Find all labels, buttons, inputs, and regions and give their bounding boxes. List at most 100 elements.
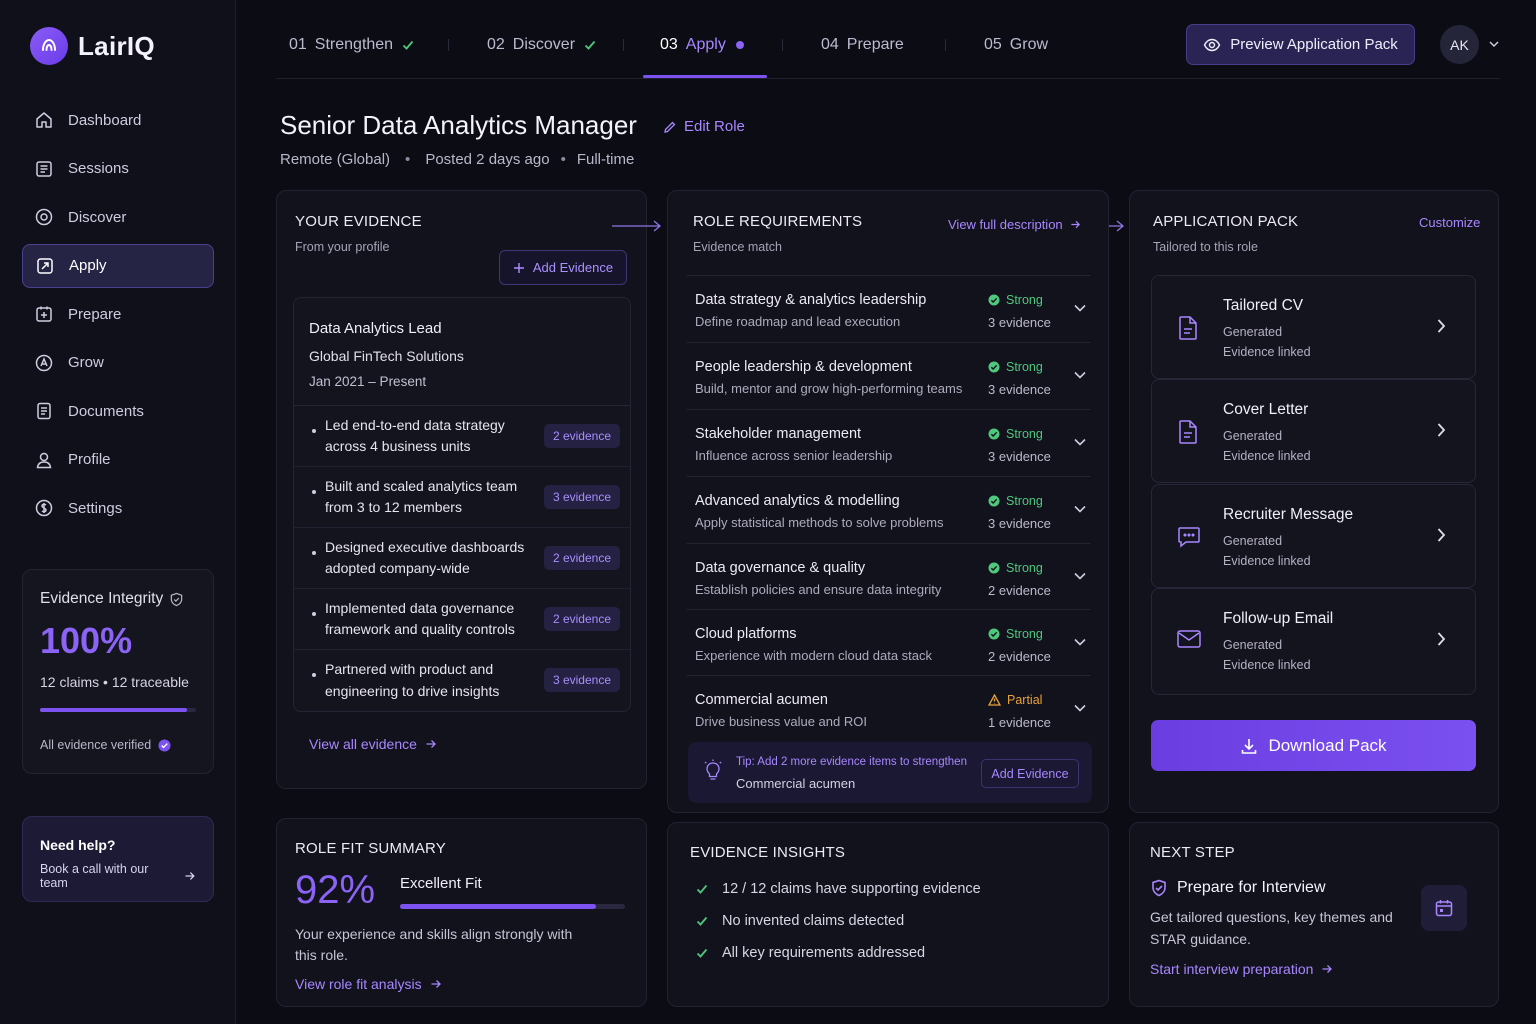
shield-check-icon — [1152, 879, 1166, 897]
requirement-count: 2 evidence — [988, 649, 1051, 664]
step-apply[interactable]: 03 Apply — [660, 36, 744, 54]
view-full-description-link[interactable]: View full description — [948, 217, 1081, 232]
sidebar-item-grow[interactable]: Grow — [22, 341, 214, 385]
requirement-row[interactable]: Data strategy & analytics leadership Def… — [687, 275, 1091, 342]
sidebar-item-label: Apply — [69, 257, 107, 274]
add-evidence-button[interactable]: Add Evidence — [499, 250, 627, 285]
sidebar: LairIQ Dashboard Sessions Discover Apply… — [0, 0, 236, 1024]
pack-item-recruiter-message[interactable]: Recruiter Message Generated Evidence lin… — [1151, 484, 1476, 588]
customize-link[interactable]: Customize — [1419, 215, 1481, 230]
download-icon — [1242, 738, 1257, 754]
sidebar-item-apply[interactable]: Apply — [22, 243, 214, 288]
calendar-icon — [1435, 900, 1453, 917]
chevron-down-icon[interactable] — [1073, 437, 1087, 447]
edit-role-button[interactable]: Edit Role — [663, 118, 745, 135]
insight-item: 12 / 12 claims have supporting evidence — [695, 881, 981, 897]
logo[interactable]: LairIQ — [30, 27, 155, 65]
chevron-down-icon[interactable] — [1073, 303, 1087, 313]
help-card[interactable]: Need help? Book a call with our team — [22, 816, 214, 902]
chevron-down-icon[interactable] — [1073, 571, 1087, 581]
evidence-badge[interactable]: 3 evidence — [543, 668, 620, 692]
pack-item-tailored-cv[interactable]: Tailored CV Generated Evidence linked — [1151, 275, 1476, 379]
arrow-right-icon — [426, 740, 436, 748]
insight-text: All key requirements addressed — [722, 945, 926, 961]
help-link[interactable]: Book a call with our team — [40, 862, 149, 890]
integrity-verified-text: All evidence verified — [40, 738, 152, 752]
view-all-evidence-link[interactable]: View all evidence — [309, 736, 437, 752]
step-strengthen[interactable]: 01 Strengthen — [289, 36, 415, 54]
step-number: 03 — [660, 36, 678, 53]
role-location: Remote (Global) — [280, 151, 391, 168]
requirement-row[interactable]: People leadership & development Build, m… — [687, 342, 1091, 409]
document-icon — [37, 402, 51, 420]
requirement-row[interactable]: Stakeholder management Influence across … — [687, 409, 1091, 476]
view-role-fit-link[interactable]: View role fit analysis — [295, 976, 442, 992]
avatar[interactable]: AK — [1440, 25, 1479, 64]
requirement-row[interactable]: Commercial acumen Drive business value a… — [687, 675, 1091, 742]
role-fit-card — [276, 818, 647, 1007]
evidence-badge[interactable]: 2 evidence — [543, 424, 620, 448]
edit-role-label: Edit Role — [684, 118, 745, 135]
active-dot-icon — [735, 41, 744, 49]
list-item[interactable]: Led end-to-end data strategy across 4 bu… — [294, 406, 630, 467]
step-separator — [448, 39, 449, 51]
step-discover[interactable]: 02 Discover — [487, 36, 597, 54]
list-item[interactable]: Partnered with product and engineering t… — [294, 650, 630, 711]
evidence-badge[interactable]: 2 evidence — [543, 607, 620, 631]
list-item[interactable]: Designed executive dashboards adopted co… — [294, 528, 630, 589]
logo-icon — [30, 27, 68, 65]
sidebar-item-label: Prepare — [68, 305, 122, 323]
calendar-button[interactable] — [1421, 885, 1467, 931]
pack-item-follow-up-email[interactable]: Follow-up Email Generated Evidence linke… — [1151, 588, 1476, 695]
sidebar-item-dashboard[interactable]: Dashboard — [22, 98, 214, 142]
list-item[interactable]: Built and scaled analytics team from 3 t… — [294, 467, 630, 528]
job-company: Global FinTech Solutions — [309, 348, 464, 364]
pack-item-status: Generated — [1223, 429, 1283, 443]
evidence-subtitle: From your profile — [295, 240, 390, 254]
chevron-down-icon[interactable] — [1073, 370, 1087, 380]
requirement-row[interactable]: Advanced analytics & modelling Apply sta… — [687, 476, 1091, 543]
sidebar-item-settings[interactable]: Settings — [22, 486, 214, 530]
pencil-icon — [664, 121, 676, 133]
requirement-row[interactable]: Cloud platforms Experience with modern c… — [687, 609, 1091, 676]
chevron-down-icon[interactable] — [1073, 504, 1087, 514]
evidence-badge[interactable]: 3 evidence — [543, 485, 620, 509]
requirement-count: 3 evidence — [988, 382, 1051, 397]
role-type: Full-time — [576, 151, 635, 168]
chevron-down-icon[interactable] — [1488, 39, 1500, 49]
evidence-badge[interactable]: 2 evidence — [543, 546, 620, 570]
requirement-name: Cloud platforms — [695, 626, 797, 642]
active-step-indicator — [643, 75, 767, 78]
step-prepare[interactable]: 04 Prepare — [821, 36, 904, 54]
sidebar-item-profile[interactable]: Profile — [22, 438, 214, 482]
achievement-text: framework and quality controls — [325, 621, 515, 637]
tip-requirement: Commercial acumen — [736, 776, 856, 791]
preview-application-pack-button[interactable]: Preview Application Pack — [1186, 24, 1415, 65]
fit-label: Excellent Fit — [400, 875, 482, 892]
requirement-count: 3 evidence — [988, 449, 1051, 464]
achievement-text: Implemented data governance — [325, 599, 515, 616]
sidebar-item-discover[interactable]: Discover — [22, 195, 214, 239]
sidebar-item-sessions[interactable]: Sessions — [22, 147, 214, 191]
fit-progress-bar — [400, 904, 625, 909]
list-item[interactable]: Implemented data governance framework an… — [294, 589, 630, 650]
requirement-status: Strong — [1006, 427, 1043, 441]
step-grow[interactable]: 05 Grow — [984, 36, 1048, 54]
connector-arrow-icon — [612, 220, 662, 232]
pack-item-cover-letter[interactable]: Cover Letter Generated Evidence linked — [1151, 379, 1476, 483]
requirement-row[interactable]: Data governance & quality Establish poli… — [687, 543, 1091, 610]
fit-description: Your experience and skills align strongl… — [295, 926, 573, 963]
requirement-status: Strong — [1006, 494, 1043, 508]
download-pack-button[interactable]: Download Pack — [1151, 720, 1476, 771]
chevron-down-icon[interactable] — [1073, 637, 1087, 647]
requirement-name: Data governance & quality — [695, 560, 866, 576]
integrity-claims: 12 claims — [40, 674, 100, 690]
sidebar-item-prepare[interactable]: Prepare — [22, 292, 214, 336]
requirement-count: 3 evidence — [988, 315, 1051, 330]
start-interview-preparation-link[interactable]: Start interview preparation — [1150, 961, 1333, 977]
job-card: Data Analytics Lead Global FinTech Solut… — [293, 297, 631, 712]
tip-add-evidence-button[interactable]: Add Evidence — [981, 759, 1079, 788]
start-interview-label: Start interview preparation — [1150, 961, 1314, 977]
sidebar-item-documents[interactable]: Documents — [22, 389, 214, 433]
chevron-down-icon[interactable] — [1073, 703, 1087, 713]
